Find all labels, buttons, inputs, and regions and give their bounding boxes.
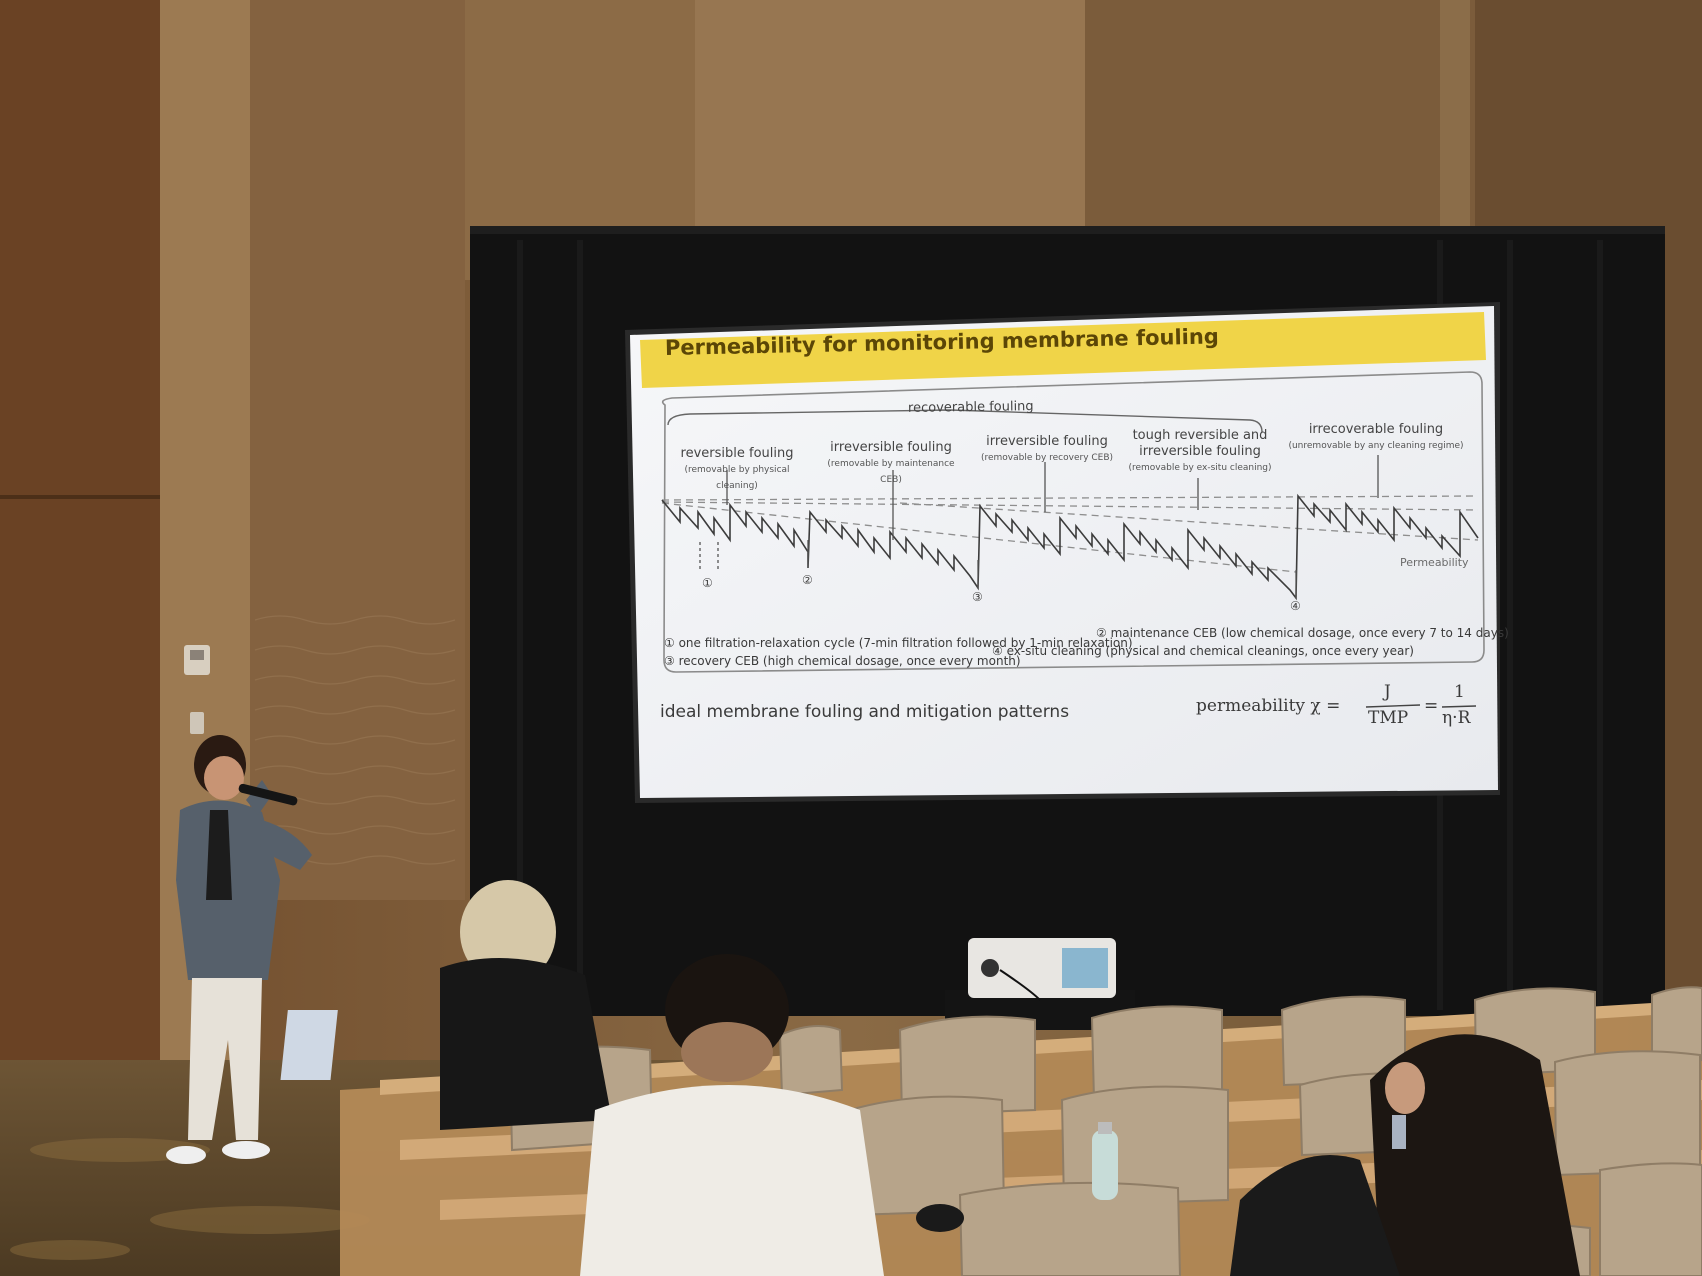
recoverable-bracket [667,409,1263,433]
laptop-screen [280,1010,338,1080]
fouling-label-sub: (removable by recovery CEB) [980,453,1114,463]
fouling-label-title: irreversible fouling [986,434,1108,449]
legend-item-4: ④ ex-situ cleaning (physical and chemica… [992,644,1414,658]
fouling-label-sub: (unremovable by any cleaning regime) [1288,441,1464,451]
marker-4: ④ [1290,599,1301,613]
fraction-bar-1 [1365,704,1421,708]
fouling-label-title: irrecoverable fouling [1308,422,1444,437]
textured-panel [250,0,465,900]
fouling-label-sub: (removable by maintenance CEB) [827,459,955,485]
legend-item-1: ① one filtration-relaxation cycle (7-min… [664,636,1133,650]
fouling-label-sub: (removable by physical cleaning) [684,465,790,491]
bracket-label: recoverable fouling [907,399,1034,416]
formula-numerator-2: 1 [1454,682,1465,702]
slide-title-band [640,312,1486,388]
fouling-label-reversible: reversible fouling (removable by physica… [666,446,808,494]
slide-caption: ideal membrane fouling and mitigation pa… [660,702,1070,722]
fouling-label-sub: (removable by ex-situ cleaning) [1128,463,1272,473]
annotation-arrows [699,455,1379,598]
audience-member-center [580,954,884,1276]
audience-member-left [280,880,612,1130]
wave-texture [254,615,456,865]
fouling-label-title: tough reversible and irreversible foulin… [1132,428,1268,459]
fraction-bar-2 [1441,705,1477,708]
wood-panel-left [0,0,160,1100]
legend-item-2: ② maintenance CEB (low chemical dosage, … [1096,626,1509,640]
fouling-label-title: reversible fouling [680,446,794,461]
white-shirt [580,1085,884,1276]
fouling-label-irreversible-recovery: irreversible fouling (removable by recov… [978,434,1116,466]
fouling-label-title: irreversible fouling [830,440,952,455]
marker-2: ② [802,573,813,587]
projection-screen [630,306,1498,798]
fouling-label-irreversible-maintenance: irreversible fouling (removable by maint… [816,440,966,488]
marker-1: ① [702,576,713,590]
speaker-pants [188,978,262,1140]
fouling-label-irrecoverable: irrecoverable fouling (unremovable by an… [1286,422,1466,454]
legend-item-3: ③ recovery CEB (high chemical dosage, on… [664,654,1021,668]
formula-denominator-2: η·R [1442,708,1471,728]
phone [1392,1115,1406,1149]
formula-lhs: permeability χ = [1196,696,1341,716]
formula-denominator-1: TMP [1368,708,1409,728]
formula-equals: = [1424,696,1439,716]
light-switch [190,712,204,734]
diagram-box [661,371,1485,673]
formula-numerator-1: J [1384,682,1391,702]
marker-3: ③ [972,590,983,604]
permeability-axis-label: Permeability [1400,556,1469,569]
water-bottle [1092,1130,1118,1200]
fouling-label-tough: tough reversible and irreversible foulin… [1126,428,1274,476]
audience-member-right [1230,1034,1580,1276]
speaker-person [166,735,312,1164]
microphone [238,783,298,806]
permeability-sawtooth [661,493,1479,601]
